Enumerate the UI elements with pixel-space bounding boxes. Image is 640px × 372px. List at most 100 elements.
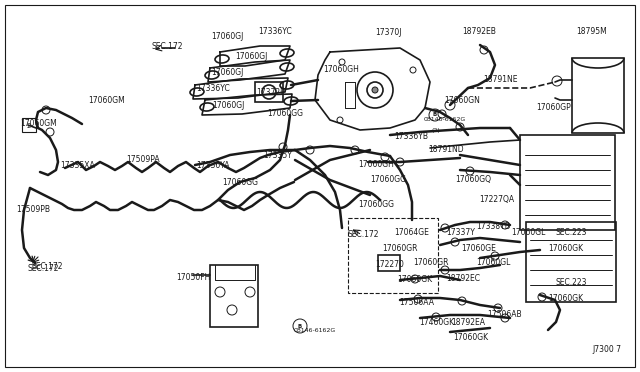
Text: 17060GH: 17060GH — [323, 65, 359, 74]
Circle shape — [494, 304, 502, 312]
Circle shape — [456, 123, 464, 131]
Text: 17060GG: 17060GG — [267, 109, 303, 118]
Circle shape — [372, 87, 378, 93]
Text: 17509PB: 17509PB — [16, 205, 50, 214]
Text: 17509PA: 17509PA — [126, 155, 159, 164]
Circle shape — [410, 67, 416, 73]
Text: 17060GL: 17060GL — [511, 228, 545, 237]
Circle shape — [339, 59, 345, 65]
Text: 17050FH: 17050FH — [176, 273, 211, 282]
Text: 17336YC: 17336YC — [196, 84, 230, 93]
Text: 17338YD: 17338YD — [476, 222, 511, 231]
Text: 17060GR: 17060GR — [382, 244, 417, 253]
Circle shape — [414, 295, 422, 303]
Text: 17506AB: 17506AB — [487, 310, 522, 319]
Text: 17060GG: 17060GG — [358, 200, 394, 209]
Text: 18791NE: 18791NE — [483, 75, 518, 84]
Text: 17060GQ: 17060GQ — [455, 175, 491, 184]
Text: B: B — [298, 324, 302, 328]
Circle shape — [432, 313, 440, 321]
Text: 17460GK: 17460GK — [419, 318, 454, 327]
Circle shape — [466, 167, 474, 175]
Text: 17335XA: 17335XA — [60, 161, 95, 170]
Text: SEC.172: SEC.172 — [152, 42, 184, 51]
Circle shape — [46, 128, 54, 136]
Text: 17060GM: 17060GM — [88, 96, 125, 105]
Circle shape — [441, 266, 449, 274]
Circle shape — [441, 224, 449, 232]
Text: B: B — [433, 112, 437, 118]
Bar — [255, 82, 283, 102]
Text: J7300 7: J7300 7 — [592, 345, 621, 354]
Circle shape — [279, 143, 287, 151]
Text: 2: 2 — [27, 123, 31, 129]
Bar — [520, 135, 615, 230]
Circle shape — [445, 100, 455, 110]
Text: 17060GE: 17060GE — [461, 244, 496, 253]
Circle shape — [438, 110, 446, 118]
Text: 08146-6162G: 08146-6162G — [294, 328, 336, 333]
Text: 17060GP: 17060GP — [536, 103, 571, 112]
Text: 17060GJ: 17060GJ — [211, 32, 243, 41]
Text: SEC.172: SEC.172 — [28, 264, 60, 273]
Text: 18791ND: 18791ND — [428, 145, 463, 154]
Circle shape — [501, 314, 509, 322]
Text: 17335Y: 17335Y — [263, 151, 292, 160]
Text: 17060GL: 17060GL — [476, 258, 510, 267]
Text: 17227QA: 17227QA — [479, 195, 514, 204]
Text: 18792EA: 18792EA — [451, 318, 485, 327]
Text: (2): (2) — [431, 128, 440, 133]
Text: 17506AA: 17506AA — [399, 298, 434, 307]
Text: 17060GJ: 17060GJ — [212, 101, 244, 110]
Text: SEC.223: SEC.223 — [556, 228, 588, 237]
Text: 17370J: 17370J — [375, 28, 401, 37]
Text: 17060GK: 17060GK — [453, 333, 488, 342]
Text: 17337Y: 17337Y — [446, 228, 475, 237]
Circle shape — [501, 221, 509, 229]
Text: SEC.172: SEC.172 — [32, 262, 63, 271]
Text: 17060GR: 17060GR — [413, 258, 449, 267]
Text: 18792EB: 18792EB — [462, 27, 496, 36]
Text: 17060GG: 17060GG — [222, 178, 258, 187]
Text: 17060GM: 17060GM — [20, 119, 57, 128]
Text: 17060GK: 17060GK — [548, 244, 583, 253]
Text: 17060GG: 17060GG — [370, 175, 406, 184]
Text: 17060GK: 17060GK — [548, 294, 583, 303]
Circle shape — [451, 238, 459, 246]
Circle shape — [215, 287, 225, 297]
Circle shape — [337, 117, 343, 123]
Circle shape — [351, 146, 359, 154]
Circle shape — [293, 319, 307, 333]
Bar — [210, 265, 258, 327]
Text: 172270: 172270 — [375, 260, 404, 269]
Circle shape — [429, 109, 441, 121]
Text: 17372P: 17372P — [256, 88, 285, 97]
Text: 17060GJ: 17060GJ — [211, 68, 243, 77]
Circle shape — [552, 76, 562, 86]
Text: 17060GK: 17060GK — [397, 275, 432, 284]
Bar — [348, 218, 438, 293]
Text: 17336YB: 17336YB — [394, 132, 428, 141]
Bar — [378, 255, 400, 271]
Text: 18795M: 18795M — [576, 27, 607, 36]
Circle shape — [538, 293, 546, 301]
Circle shape — [491, 252, 499, 260]
Bar — [526, 222, 616, 302]
Bar — [22, 118, 36, 132]
Circle shape — [411, 275, 419, 283]
Bar — [572, 58, 624, 133]
Circle shape — [381, 153, 389, 161]
Text: SEC.223: SEC.223 — [556, 278, 588, 287]
Text: 18792EC: 18792EC — [446, 274, 480, 283]
Text: 08146-6162G: 08146-6162G — [424, 117, 467, 122]
Circle shape — [227, 305, 237, 315]
Text: 17336YA: 17336YA — [196, 161, 230, 170]
Text: 17060GN: 17060GN — [444, 96, 480, 105]
Circle shape — [306, 146, 314, 154]
Text: 17336YC: 17336YC — [258, 27, 292, 36]
Text: 17060GJ: 17060GJ — [235, 52, 268, 61]
Circle shape — [42, 106, 50, 114]
Text: 17060GH: 17060GH — [358, 160, 394, 169]
Circle shape — [245, 287, 255, 297]
Circle shape — [480, 46, 488, 54]
